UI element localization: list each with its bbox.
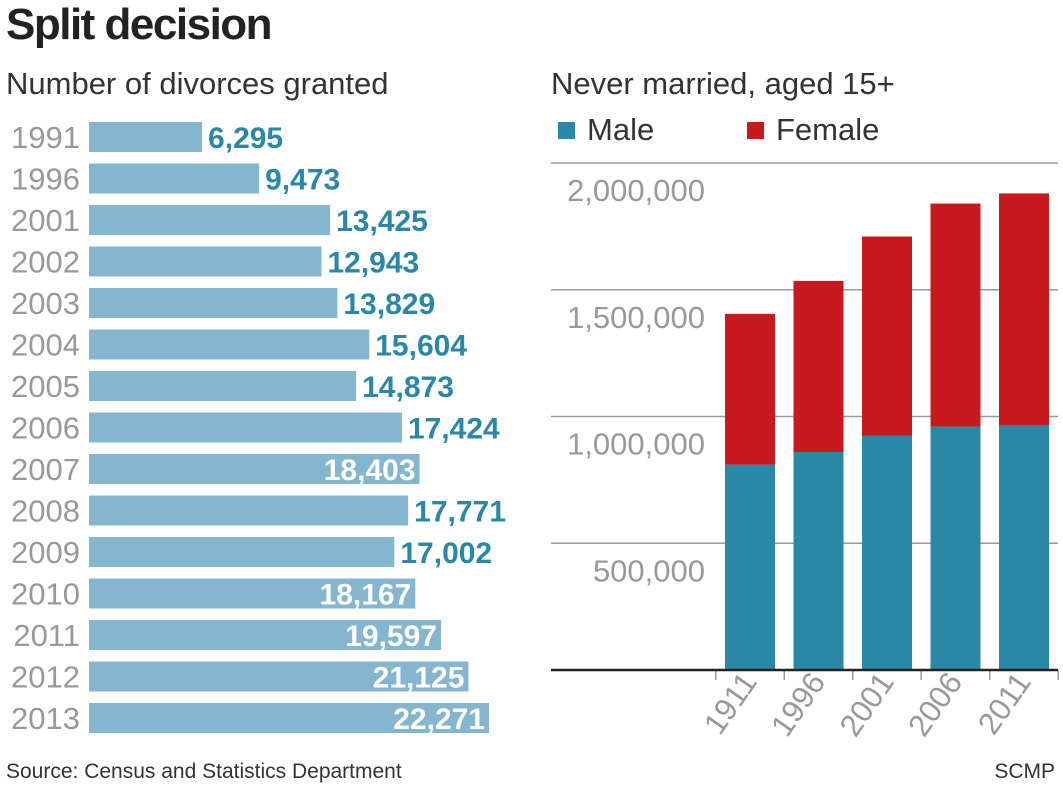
year-label: 2008	[11, 494, 80, 529]
divorce-bar	[89, 578, 416, 609]
divorce-bar	[89, 620, 441, 650]
year-label: 2012	[11, 660, 80, 695]
legend-item-male: Male	[558, 112, 654, 148]
year-label: 2013	[11, 701, 80, 736]
never-married-chart-subtitle: Never married, aged 15+	[551, 66, 895, 101]
value-label: 6,295	[208, 122, 283, 155]
chart-title: Split decision	[6, 0, 273, 49]
divorce-bar	[89, 412, 402, 443]
value-label: 17,002	[400, 537, 492, 570]
year-label: 2003	[11, 286, 80, 321]
value-label: 13,829	[343, 288, 435, 321]
divorce-bar	[89, 537, 395, 567]
female-bar	[862, 236, 912, 436]
divorce-bar	[89, 495, 409, 526]
divorce-bar	[89, 205, 331, 235]
divorce-bar	[89, 371, 357, 401]
value-label: 12,943	[327, 247, 419, 280]
value-label: 15,604	[375, 330, 467, 363]
year-label: 2010	[11, 577, 80, 612]
divorce-bar	[89, 661, 469, 692]
value-label: 13,425	[336, 205, 428, 238]
divorce-bar	[89, 329, 370, 360]
year-label: 2001	[11, 203, 80, 238]
x-tick-label: 1911	[697, 666, 764, 741]
female-bar	[725, 313, 775, 465]
male-bar	[930, 426, 981, 670]
year-label: 2005	[11, 369, 80, 404]
divorce-bar	[89, 122, 203, 152]
x-tick-label: 2011	[971, 666, 1038, 741]
divorce-bar	[89, 288, 338, 318]
y-tick-label: 500,000	[593, 553, 705, 588]
value-label: 18,403	[324, 454, 416, 487]
male-bar	[793, 451, 844, 670]
male-bar	[862, 435, 912, 670]
male-bar	[725, 464, 775, 670]
year-label: 2007	[11, 452, 80, 487]
female-bar	[999, 193, 1049, 426]
year-label: 2009	[11, 535, 80, 570]
year-label: 1996	[11, 162, 80, 197]
legend-label-male: Male	[587, 112, 655, 147]
divorce-bar	[89, 454, 420, 484]
legend-label-female: Female	[776, 112, 880, 147]
source-note: Source: Census and Statistics Department	[6, 760, 402, 783]
credit-note: SCMP	[994, 760, 1055, 783]
y-tick-label: 2,000,000	[567, 173, 705, 208]
value-label: 14,873	[362, 371, 454, 404]
value-label: 17,771	[414, 496, 506, 529]
divorce-bar	[89, 703, 489, 733]
divorce-bar-chart: 1991 6,295 1996 9,473 2001 13,425 2002 12,943 20…	[11, 120, 506, 736]
year-label: 2002	[11, 245, 80, 280]
year-label: 2004	[11, 328, 80, 363]
female-bar	[930, 203, 981, 427]
legend-item-female: Female	[747, 112, 879, 148]
divorce-bar	[89, 163, 260, 194]
value-label: 22,271	[393, 703, 485, 736]
value-label: 19,597	[345, 620, 437, 653]
year-label: 1991	[11, 120, 80, 155]
divorce-chart-subtitle: Number of divorces granted	[6, 66, 389, 101]
legend-swatch-male	[558, 121, 575, 139]
value-label: 9,473	[265, 164, 340, 197]
value-label: 17,424	[408, 413, 500, 446]
y-tick-label: 1,000,000	[567, 427, 705, 462]
x-tick-label: 2006	[901, 666, 969, 743]
divorce-bar	[89, 246, 322, 277]
value-label: 21,125	[373, 662, 465, 695]
value-label: 18,167	[320, 579, 412, 612]
legend-swatch-female	[747, 121, 764, 139]
y-tick-label: 1,500,000	[567, 300, 705, 335]
year-label: 2011	[13, 618, 80, 653]
x-tick-label: 2001	[833, 666, 901, 743]
male-bar	[999, 425, 1049, 670]
female-bar	[793, 280, 844, 452]
year-label: 2006	[11, 411, 80, 446]
x-tick-label: 1996	[764, 666, 832, 743]
